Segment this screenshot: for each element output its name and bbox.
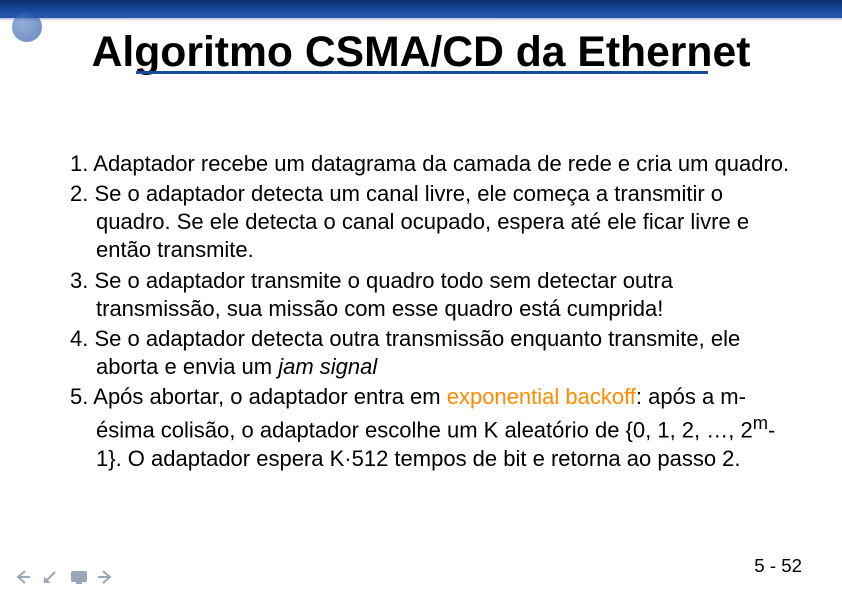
screen-icon[interactable] <box>70 570 88 584</box>
exponent-m: m <box>753 412 768 433</box>
pen-icon[interactable] <box>42 569 60 585</box>
list-item: 1. Adaptador recebe um datagrama da cama… <box>70 150 790 178</box>
highlight-term: exponential backoff <box>447 384 636 409</box>
item-text: Se o adaptador detecta um canal livre, e… <box>94 181 749 262</box>
item-number: 4. <box>70 326 88 351</box>
item-number: 3. <box>70 268 88 293</box>
page-index: 52 <box>781 555 802 576</box>
body-text: 1. Adaptador recebe um datagrama da cama… <box>70 150 790 475</box>
item-text: Após abortar, o adaptador entra em <box>93 384 446 409</box>
nav-controls <box>14 569 116 585</box>
list-item: 2. Se o adaptador detecta um canal livre… <box>70 180 790 264</box>
header-band <box>0 0 842 18</box>
title-underline <box>136 71 708 74</box>
list-item: 4. Se o adaptador detecta outra transmis… <box>70 325 790 381</box>
page-sep: - <box>765 555 782 576</box>
chapter-number: 5 <box>754 555 764 576</box>
page-number: 5 - 52 <box>754 555 802 577</box>
prev-arrow-icon[interactable] <box>14 569 32 585</box>
slide: Algoritmo CSMA/CD da Ethernet 1. Adaptad… <box>0 0 842 595</box>
list-item: 5. Após abortar, o adaptador entra em ex… <box>70 383 790 473</box>
next-arrow-icon[interactable] <box>98 569 116 585</box>
item-number: 5. <box>70 384 88 409</box>
item-number: 1. <box>70 151 88 176</box>
slide-title: Algoritmo CSMA/CD da Ethernet <box>0 28 842 77</box>
item-number: 2. <box>70 181 88 206</box>
list-item: 3. Se o adaptador transmite o quadro tod… <box>70 267 790 323</box>
header-shadow <box>0 18 842 21</box>
item-text: Adaptador recebe um datagrama da camada … <box>93 151 789 176</box>
step-list: 1. Adaptador recebe um datagrama da cama… <box>70 150 790 473</box>
item-text: Se o adaptador detecta outra transmissão… <box>94 326 740 379</box>
item-text: Se o adaptador transmite o quadro todo s… <box>94 268 672 321</box>
jam-signal-term: jam signal <box>278 354 377 379</box>
